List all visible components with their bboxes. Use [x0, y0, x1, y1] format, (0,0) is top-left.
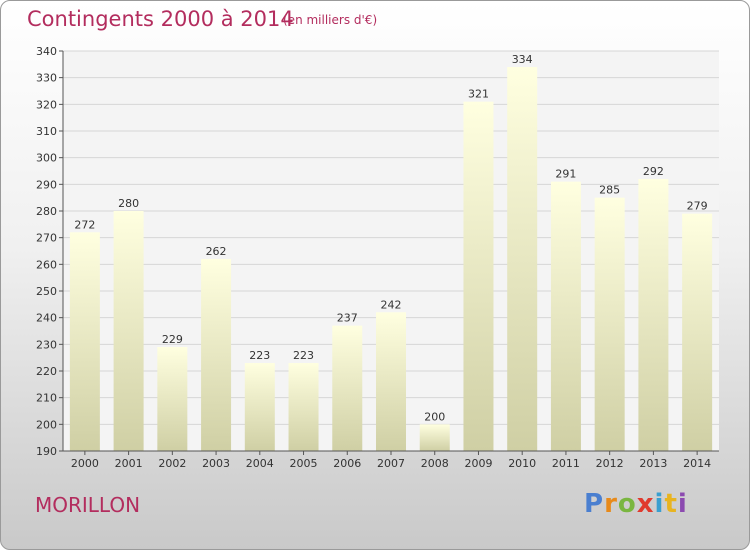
data-label-2008: 200: [424, 410, 445, 423]
y-tick-label: 220: [36, 365, 57, 378]
data-label-2012: 285: [599, 184, 620, 197]
data-label-2006: 237: [337, 312, 358, 325]
bar-2002: [157, 347, 188, 451]
bar-2004: [244, 363, 275, 451]
y-tick-label: 320: [36, 98, 57, 111]
bars: 272 280 229 262 223 223 237 242 200 321 334 291 285 2…: [69, 53, 713, 452]
x-tick-label: 2013: [639, 457, 667, 470]
bar-2010: [507, 67, 538, 451]
x-tick-label: 2007: [377, 457, 405, 470]
bar-2003: [201, 259, 232, 451]
bar-2007: [376, 312, 406, 451]
y-tick-label: 250: [36, 285, 57, 298]
bar-2011: [550, 181, 581, 451]
bar-2012: [594, 197, 625, 451]
y-tick-label: 210: [36, 392, 57, 405]
commune-name: MORILLON: [35, 493, 141, 517]
data-label-2011: 291: [555, 168, 576, 181]
x-tick-label: 2014: [683, 457, 711, 470]
data-label-2007: 242: [381, 298, 402, 311]
data-label-2005: 223: [293, 349, 314, 362]
x-tick-label: 2004: [246, 457, 274, 470]
x-tick-label: 2006: [333, 457, 361, 470]
chart-subtitle: (en milliers d'€): [283, 13, 378, 27]
bar-2013: [638, 179, 669, 451]
y-tick-label: 230: [36, 338, 57, 351]
x-tick-label: 2010: [508, 457, 536, 470]
data-label-2013: 292: [643, 165, 664, 178]
chart-title: Contingents 2000 à 2014: [27, 7, 294, 31]
y-tick-label: 310: [36, 125, 57, 138]
y-tick-label: 190: [36, 445, 57, 458]
y-tick-label: 280: [36, 205, 57, 218]
bar-2001: [113, 211, 144, 451]
proxiti-logo: Proxiti: [584, 489, 688, 519]
x-tick-label: 2005: [290, 457, 318, 470]
axes: 190 200 210 220 230 240 250 260 270 280 290 300 310 3…: [36, 45, 719, 470]
x-tick-label: 2002: [158, 457, 186, 470]
data-label-2001: 280: [118, 197, 139, 210]
x-tick-label: 2012: [596, 457, 624, 470]
x-tick-label: 2001: [115, 457, 143, 470]
y-tick-label: 270: [36, 232, 57, 245]
bar-2005: [288, 363, 319, 451]
data-label-2010: 334: [512, 53, 533, 66]
data-label-2014: 279: [687, 200, 708, 213]
y-tick-label: 340: [36, 45, 57, 58]
x-tick-label: 2008: [421, 457, 449, 470]
y-tick-label: 330: [36, 72, 57, 85]
bar-2014: [682, 213, 713, 451]
bar-2008: [419, 424, 450, 451]
data-label-2009: 321: [468, 88, 489, 101]
y-tick-label: 240: [36, 312, 57, 325]
bar-2009: [463, 101, 494, 452]
data-label-2000: 272: [74, 218, 95, 231]
x-tick-label: 2011: [552, 457, 580, 470]
y-tick-label: 200: [36, 418, 57, 431]
y-tick-label: 290: [36, 178, 57, 191]
x-tick-label: 2003: [202, 457, 230, 470]
data-label-2004: 223: [249, 349, 270, 362]
data-label-2002: 229: [162, 333, 183, 346]
y-tick-label: 300: [36, 152, 57, 165]
bar-2000: [69, 232, 100, 451]
x-tick-label: 2000: [71, 457, 99, 470]
y-tick-label: 260: [36, 258, 57, 271]
data-label-2003: 262: [206, 245, 227, 258]
x-tick-label: 2009: [464, 457, 492, 470]
bar-2006: [332, 325, 363, 451]
